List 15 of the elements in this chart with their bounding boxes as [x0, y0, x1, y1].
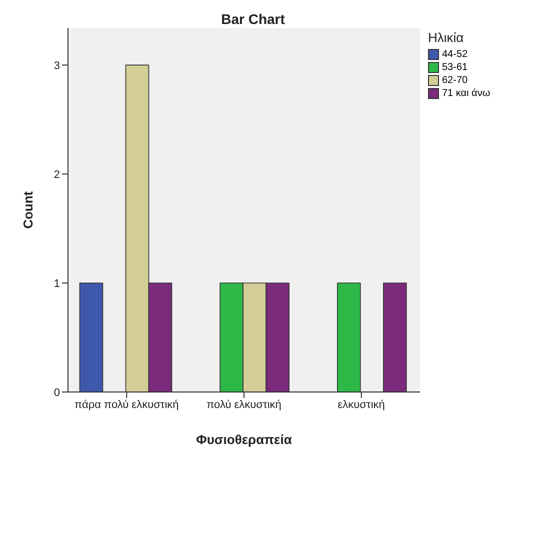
x-tick-label: ελκυστική — [338, 398, 385, 411]
legend-label: 62-70 — [442, 75, 468, 86]
legend-label: 53-61 — [442, 62, 468, 73]
legend-title: Ηλικία — [428, 30, 465, 45]
x-tick-label: πολύ ελκυστική — [206, 398, 282, 411]
chart-title: Bar Chart — [221, 11, 286, 27]
y-tick-label: 1 — [54, 278, 60, 290]
x-axis-title: Φυσιοθεραπεία — [196, 432, 292, 447]
legend-label: 44-52 — [442, 49, 468, 60]
y-tick-label: 2 — [54, 168, 60, 181]
y-tick-label: 3 — [54, 60, 60, 72]
legend-label: 71 και άνω — [442, 88, 490, 99]
y-axis-title: Count — [20, 190, 36, 229]
y-tick-label: 0 — [54, 386, 60, 399]
x-tick-label: πάρα πολύ ελκυστική — [74, 398, 179, 411]
